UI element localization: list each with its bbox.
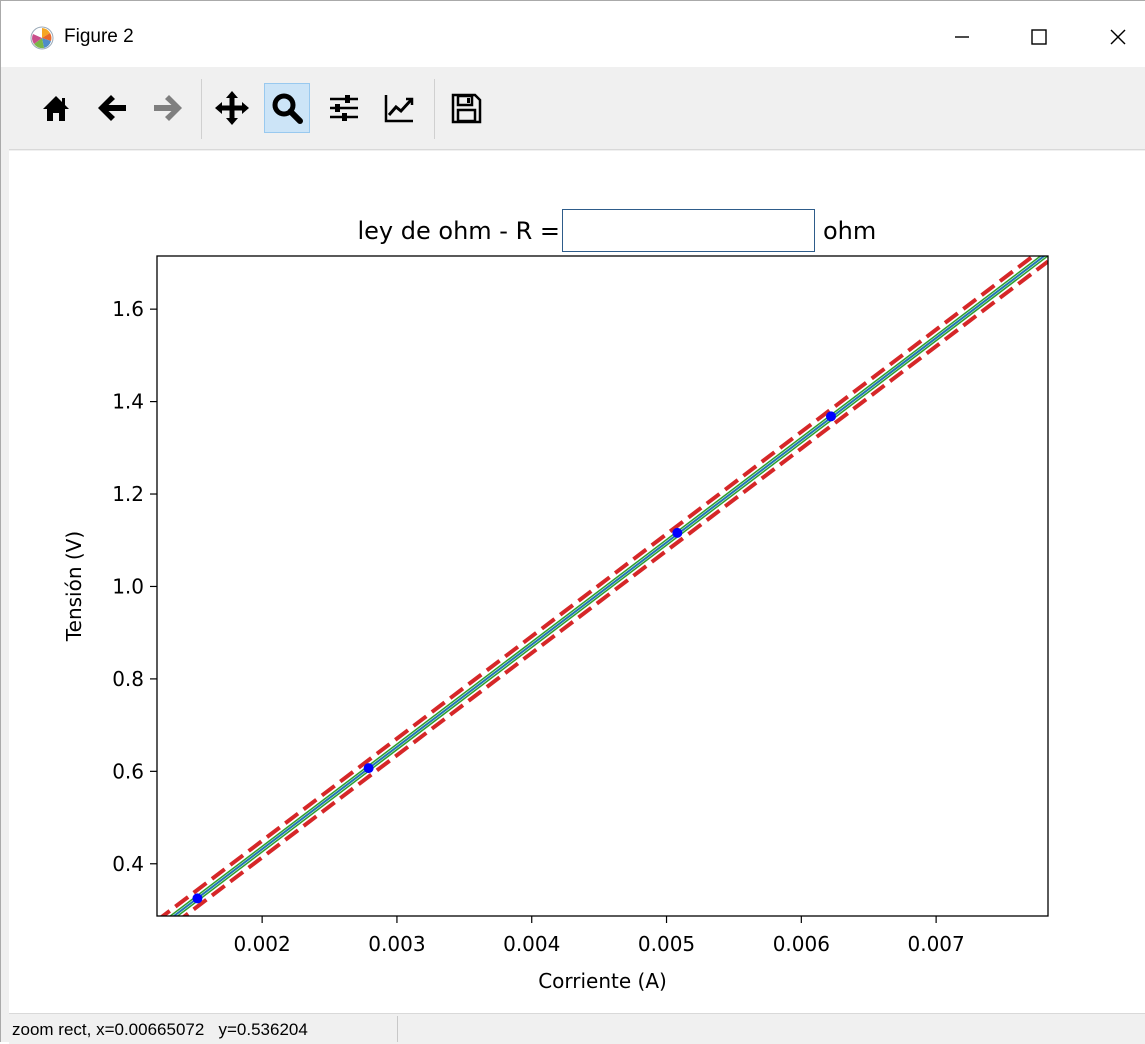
- zoom-icon: [272, 93, 303, 124]
- y-tick-label: 1.2: [112, 482, 144, 506]
- window-title: Figure 2: [64, 26, 134, 47]
- save-icon: [451, 93, 482, 124]
- navigation-toolbar: [9, 67, 1145, 150]
- chart-title-prefix: ley de ohm - R =: [358, 217, 561, 245]
- minimize-icon: [955, 36, 969, 38]
- x-axis-label: Corriente (A): [538, 969, 667, 993]
- forward-button[interactable]: [145, 83, 191, 133]
- back-button[interactable]: [89, 83, 135, 133]
- upper-band-line: [159, 256, 1037, 916]
- y-tick-label: 1.0: [112, 574, 144, 598]
- x-tick-label: 0.003: [368, 932, 425, 956]
- data-point: [672, 527, 683, 538]
- sliders-icon: [330, 95, 358, 121]
- y-tick-label: 0.6: [112, 759, 144, 783]
- y-tick-label: 1.4: [112, 390, 144, 414]
- y-tick-label: 0.8: [112, 667, 144, 691]
- figure-canvas[interactable]: 0.002 0.003 0.004 0.005 0.006 0.007 0.4 0.6 0.8 1…: [9, 151, 1145, 1013]
- y-tick-label: 1.6: [112, 297, 144, 321]
- x-tick-label: 0.006: [773, 932, 830, 956]
- data-point: [192, 893, 203, 904]
- chart-title-suffix: ohm: [823, 217, 876, 245]
- fit-line: [172, 256, 1046, 916]
- pan-button[interactable]: [209, 83, 255, 133]
- lower-band-line: [181, 259, 1048, 916]
- arrow-left-icon: [98, 95, 126, 121]
- save-button[interactable]: [443, 83, 489, 133]
- home-icon: [43, 96, 69, 121]
- y-tick-label: 0.4: [112, 852, 144, 876]
- y-axis-label: Tensión (V): [62, 531, 86, 642]
- fit-edge-upper: [169, 256, 1042, 916]
- move-icon: [215, 91, 249, 125]
- line-chart-icon: [384, 95, 414, 123]
- status-bar: zoom rect, x=0.00665072 y=0.536204: [9, 1013, 1145, 1044]
- maximize-button[interactable]: [1014, 15, 1064, 59]
- edit-axes-button[interactable]: [376, 83, 422, 133]
- matplotlib-logo-icon: [30, 26, 54, 50]
- title-bar[interactable]: Figure 2: [1, 1, 1145, 67]
- close-icon: [1110, 29, 1126, 45]
- configure-subplots-button[interactable]: [321, 83, 367, 133]
- resistance-input[interactable]: [562, 209, 815, 252]
- close-button[interactable]: [1093, 15, 1143, 59]
- status-separator: [397, 1016, 398, 1042]
- toolbar-separator: [201, 79, 202, 139]
- x-tick-label: 0.007: [907, 932, 964, 956]
- fit-edge-lower: [176, 256, 1048, 916]
- data-point: [825, 411, 836, 422]
- x-tick-label: 0.005: [638, 932, 695, 956]
- home-button[interactable]: [33, 83, 79, 133]
- minimize-button[interactable]: [937, 15, 987, 59]
- maximize-icon: [1031, 29, 1047, 45]
- x-tick-label: 0.002: [234, 932, 291, 956]
- x-tick-label: 0.004: [503, 932, 560, 956]
- status-text: zoom rect, x=0.00665072 y=0.536204: [12, 1020, 308, 1039]
- toolbar-separator: [434, 79, 435, 139]
- zoom-button[interactable]: [264, 83, 310, 133]
- arrow-right-icon: [154, 95, 182, 121]
- data-point: [363, 763, 374, 774]
- plot-area[interactable]: 0.002 0.003 0.004 0.005 0.006 0.007 0.4 0.6 0.8 1…: [9, 151, 1145, 1013]
